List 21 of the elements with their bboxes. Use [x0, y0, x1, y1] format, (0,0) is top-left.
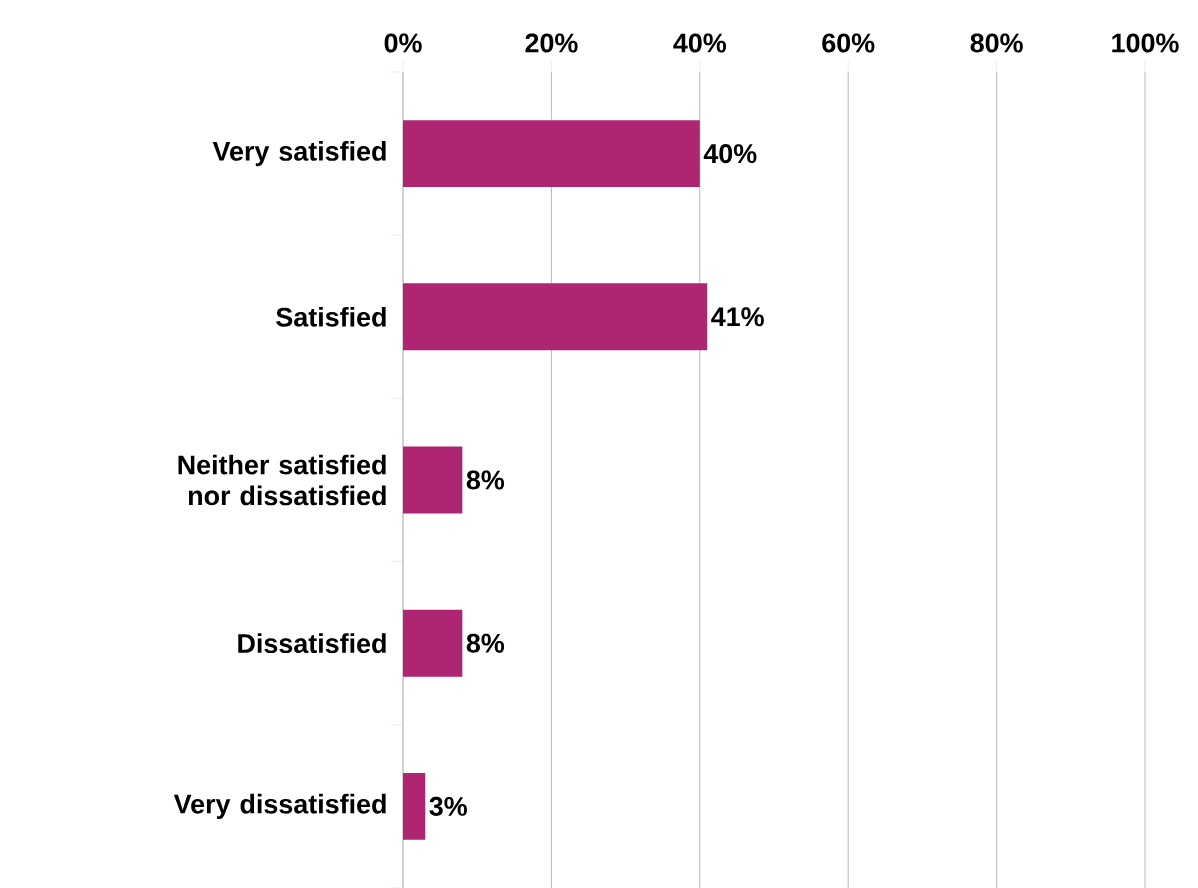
y-tick-label: Neither satisfied nor dissatisfied: [178, 454, 386, 506]
bar: [403, 283, 708, 351]
y-tick-label: Satisfied: [276, 306, 386, 327]
data-label: 8%: [466, 633, 505, 653]
x-tick-label: 20%: [525, 33, 578, 53]
x-tick-label: 80%: [970, 33, 1023, 53]
data-label: 3%: [429, 796, 467, 816]
data-label: 8%: [466, 470, 505, 490]
y-tick-label: Dissatisfied: [238, 633, 386, 653]
bar: [403, 609, 463, 677]
x-tick-label: 60%: [822, 33, 875, 53]
x-tick-label: 40%: [673, 33, 727, 53]
bar: [403, 119, 700, 187]
y-tick-label: Very dissatisfied: [173, 793, 386, 819]
bar: [403, 772, 426, 840]
x-tick-label: 0%: [384, 33, 422, 53]
x-tick-label: 100%: [1112, 33, 1179, 53]
bar: [403, 446, 463, 514]
data-label: 41%: [711, 307, 764, 327]
y-tick-label: Very satisfied: [212, 140, 386, 166]
data-label: 40%: [703, 143, 757, 163]
